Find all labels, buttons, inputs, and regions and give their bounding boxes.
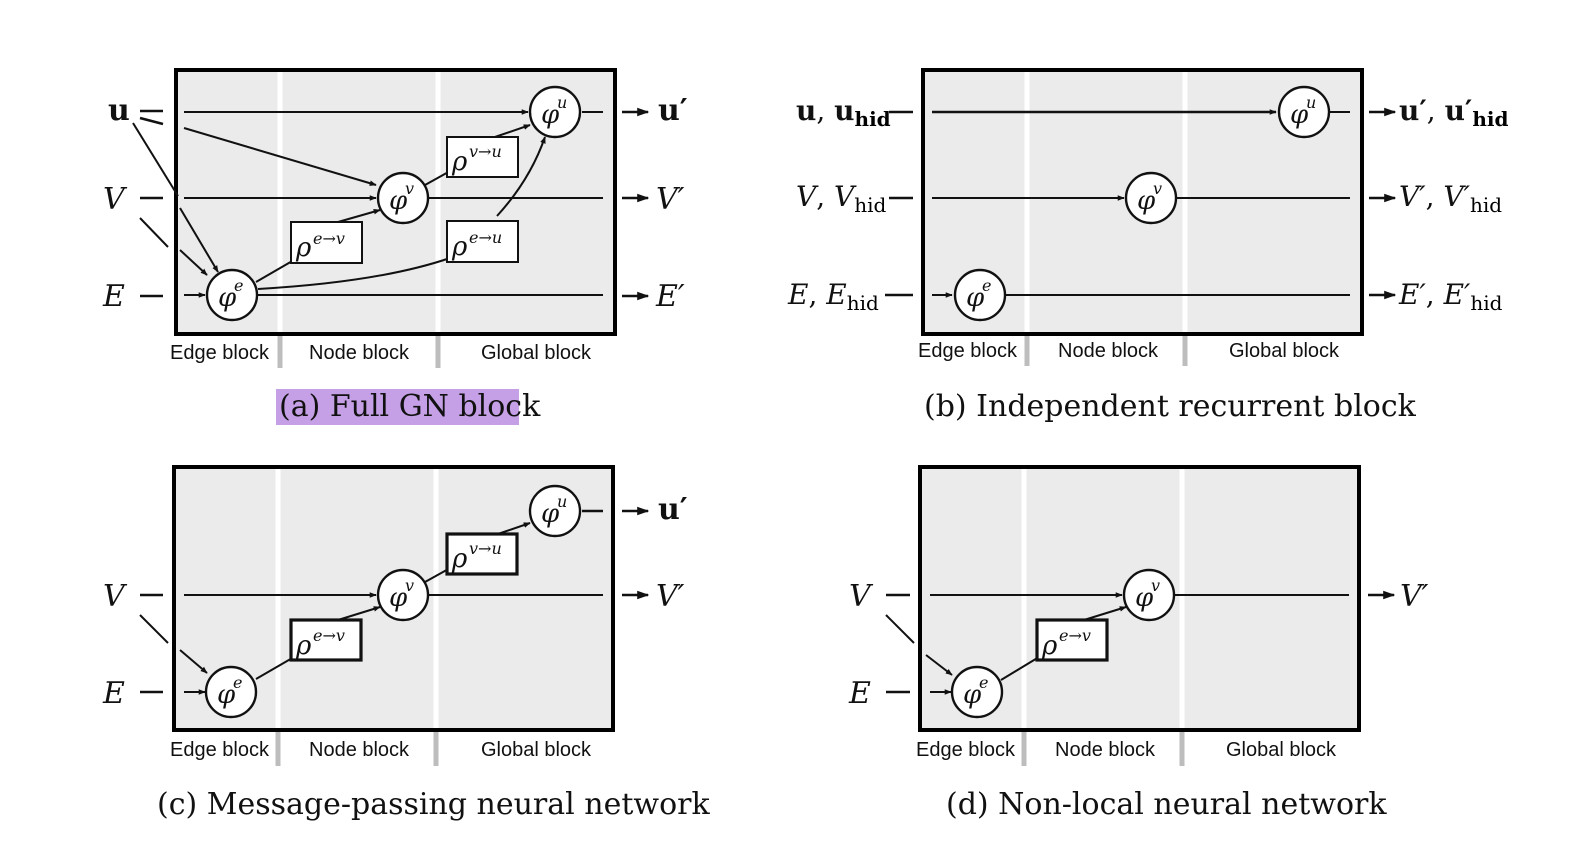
panel-c-agg-v-to-u: v→u — [469, 539, 502, 558]
panel-c-caption: (c) Message-passing neural network — [157, 787, 710, 822]
svg-text:φ: φ — [541, 100, 560, 130]
panel-c-phi-u: u — [557, 492, 567, 511]
svg-text:φ: φ — [218, 283, 237, 313]
panel-a-agg-e-to-u: e→u — [469, 228, 502, 247]
svg-text:ρ: ρ — [451, 544, 468, 574]
panel-b-input-e-hid: hid — [847, 291, 879, 315]
panel-b-node-block-label: Node block — [1058, 340, 1159, 362]
panel-b-input-v-hid: hid — [854, 193, 886, 217]
panel-a-agg-e-to-v: e→v — [313, 229, 345, 248]
panel-c-edge-block-label: Edge block — [170, 739, 270, 761]
svg-text:V′, V′hid: V′, V′hid — [1399, 180, 1502, 217]
svg-text:φ: φ — [541, 499, 560, 529]
panel-d-global-block-label: Global block — [1226, 739, 1337, 761]
svg-text:ρ: ρ — [295, 631, 312, 661]
panel-a-output-u: u′ — [658, 93, 688, 128]
panel-c-input-e: E — [102, 676, 125, 711]
panel-c-output-v: V′ — [656, 579, 685, 614]
svg-text:φ: φ — [1137, 186, 1156, 216]
panel-d-output-v: V′ — [1400, 579, 1429, 614]
svg-text:φ: φ — [966, 283, 985, 313]
panel-a-full-gn-block: u V E ρ e→v ρ v→u ρ e→u — [102, 68, 688, 425]
svg-text:ρ: ρ — [295, 233, 312, 263]
panel-b-phi-v: v — [1153, 179, 1162, 198]
panel-a-input-e: E — [102, 279, 125, 314]
panel-a-caption: (a) Full GN block — [279, 389, 541, 424]
panel-a-phi-e: e — [234, 276, 243, 295]
panel-b-caption: (b) Independent recurrent block — [924, 389, 1417, 424]
svg-text:V, Vhid: V, Vhid — [796, 180, 887, 217]
panel-a-node-block-label: Node block — [309, 342, 410, 364]
svg-text:φ: φ — [389, 583, 408, 613]
panel-d-node-block-label: Node block — [1055, 739, 1156, 761]
panel-b-global-block-label: Global block — [1229, 340, 1340, 362]
panel-d-non-local-neural-network: V E ρ e→v φ v φ e V′ Edge block Node blo… — [848, 465, 1429, 822]
panel-a-phi-v: v — [405, 179, 414, 198]
panel-b-phi-u: u — [1306, 93, 1316, 112]
svg-text:u′, u′hid: u′, u′hid — [1399, 94, 1508, 131]
panel-c-message-passing-neural-network: V E ρ e→v ρ v→u φ u φ v φ e u′ V′ Edge b… — [102, 465, 710, 822]
panel-b-independent-recurrent-block: u, uhid V, Vhid E, Ehid φ u φ v φ e u — [787, 68, 1508, 424]
panel-b-output-u-hid: hid — [1472, 107, 1508, 131]
svg-text:ρ: ρ — [1041, 631, 1058, 661]
panel-b-edge-block-label: Edge block — [918, 340, 1018, 362]
panel-a-caption-highlight — [276, 389, 519, 425]
svg-text:E, Ehid: E, Ehid — [787, 278, 879, 315]
panel-a-output-v: V′ — [656, 182, 685, 217]
panel-b-output-v-hid: hid — [1470, 193, 1502, 217]
panel-c-phi-v: v — [405, 576, 414, 595]
panel-a-input-v: V — [103, 182, 128, 217]
svg-text:u, uhid: u, uhid — [796, 94, 891, 131]
panel-c-input-v: V — [103, 579, 128, 614]
svg-text:φ: φ — [963, 680, 982, 710]
panel-b-input-u: u — [796, 94, 816, 127]
panel-b-input-v: V — [796, 180, 819, 213]
panel-a-agg-v-to-u: v→u — [469, 142, 502, 161]
panel-d-input-e: E — [848, 676, 871, 711]
svg-text:φ: φ — [217, 680, 236, 710]
panel-b-output-e: E′ — [1398, 278, 1426, 311]
panel-a-edge-block-label: Edge block — [170, 342, 270, 364]
svg-text:φ: φ — [1290, 100, 1309, 130]
panel-d-caption: (d) Non-local neural network — [946, 787, 1387, 822]
svg-text:φ: φ — [1135, 583, 1154, 613]
panel-b-input-u-hid: hid — [855, 107, 891, 131]
panel-c-phi-e: e — [233, 673, 242, 692]
panel-c-global-block-label: Global block — [481, 739, 592, 761]
panel-a-global-block-label: Global block — [481, 342, 592, 364]
panel-b-output-e-hid: hid — [1470, 291, 1502, 315]
panel-b-output-v: V′ — [1399, 180, 1426, 213]
svg-text:ρ: ρ — [451, 147, 468, 177]
panel-a-input-u: u — [108, 93, 130, 128]
svg-text:φ: φ — [389, 186, 408, 216]
panel-d-input-v: V — [849, 579, 874, 614]
panel-b-output-u: u′ — [1399, 94, 1427, 127]
panel-b-input-e: E — [787, 278, 808, 311]
panel-d-agg-e-to-v: e→v — [1059, 626, 1091, 645]
panel-a-output-e: E′ — [655, 279, 685, 314]
svg-text:E′, E′hid: E′, E′hid — [1398, 278, 1503, 315]
panel-c-output-u: u′ — [658, 492, 688, 527]
panel-b-phi-e: e — [982, 276, 991, 295]
svg-text:ρ: ρ — [451, 232, 468, 262]
panel-d-phi-v: v — [1151, 576, 1160, 595]
panel-c-agg-e-to-v: e→v — [313, 626, 345, 645]
panel-c-node-block-label: Node block — [309, 739, 410, 761]
panel-d-edge-block-label: Edge block — [916, 739, 1016, 761]
panel-a-phi-u: u — [557, 93, 567, 112]
panel-d-phi-e: e — [979, 673, 988, 692]
